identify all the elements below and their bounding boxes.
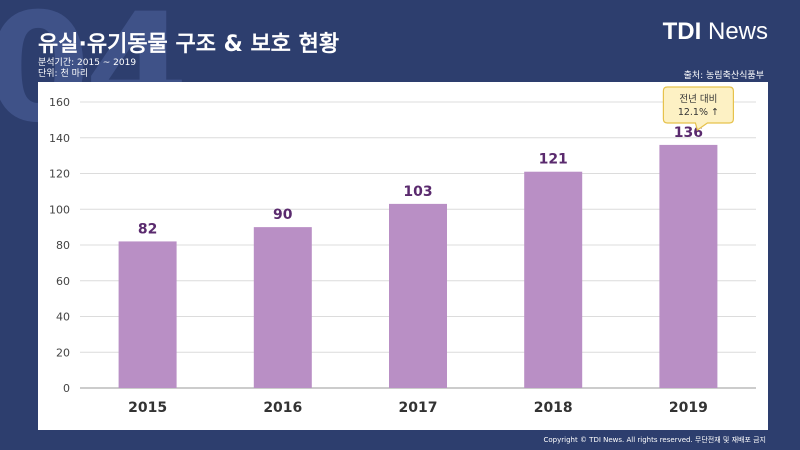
annotation-line-1: 전년 대비 <box>679 94 717 105</box>
unit-label: 단위: 천 마리 <box>38 69 89 79</box>
y-tick-label: 40 <box>56 311 70 324</box>
data-label: 136 <box>674 125 703 141</box>
data-label: 82 <box>138 221 157 237</box>
bar-chart: 0 20 40 60 80 100 120 140 160 82 2015 90 2016 103 2017… <box>49 86 756 416</box>
x-tick-label: 2016 <box>263 400 302 416</box>
y-tick-label: 160 <box>49 96 70 109</box>
y-tick-label: 60 <box>56 275 70 288</box>
chart-meta: 분석기간: 2015 ~ 2019 단위: 천 마리 <box>38 58 136 80</box>
analysis-period: 분석기간: 2015 ~ 2019 <box>38 58 137 68</box>
logo-light-text: News <box>707 18 768 45</box>
data-label: 103 <box>403 184 432 200</box>
x-tick-label: 2018 <box>534 400 573 416</box>
y-tick-label: 0 <box>63 382 70 395</box>
chart-panel: 0 20 40 60 80 100 120 140 160 82 2015 90 2016 103 2017… <box>38 82 768 430</box>
bar <box>659 144 718 388</box>
copyright-notice: Copyright © TDI News. All rights reserve… <box>543 436 766 444</box>
x-tick-label: 2019 <box>669 400 708 416</box>
x-tick-label: 2015 <box>128 400 167 416</box>
y-tick-label: 140 <box>49 132 70 145</box>
logo-bold-text: TDI <box>662 18 702 45</box>
bar <box>389 203 447 388</box>
bar <box>524 171 583 388</box>
data-label: 121 <box>539 152 568 168</box>
source-label: 출처: 농림축산식품부 <box>683 71 764 81</box>
bar <box>118 241 177 388</box>
y-tick-label: 120 <box>49 168 70 181</box>
x-tick-label: 2017 <box>399 400 438 416</box>
data-label: 90 <box>273 207 293 223</box>
annotation-line-2: 12.1% ↑ <box>678 107 719 118</box>
y-tick-label: 80 <box>56 239 70 252</box>
chart-title: 유실·유기동물 구조 & 보호 현황 <box>38 32 340 57</box>
y-tick-label: 100 <box>49 203 70 216</box>
y-tick-label: 20 <box>56 346 70 359</box>
bar <box>253 227 312 388</box>
tdi-news-logo: TDI News <box>663 18 768 46</box>
annotation-callout <box>662 86 734 131</box>
